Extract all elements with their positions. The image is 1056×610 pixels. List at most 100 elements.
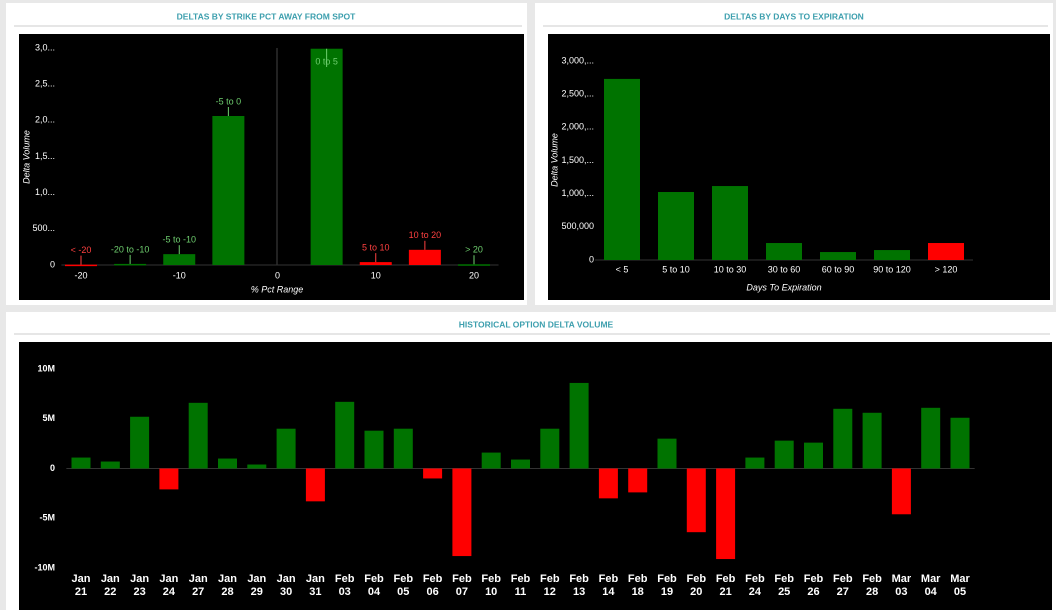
data-label: 10 to 20 [409, 230, 442, 240]
bar [247, 464, 267, 469]
x-tick-label: Feb 28 [862, 573, 882, 598]
x-tick-label: Feb 19 [657, 573, 677, 598]
bar [212, 115, 245, 265]
y-tick-label: 1,0... [35, 187, 55, 197]
data-label: 0 to 5 [315, 56, 338, 66]
x-tick-label: Feb 20 [686, 573, 707, 598]
data-label: 5 to 10 [362, 242, 390, 252]
bar [820, 252, 856, 260]
bar [862, 412, 882, 469]
bar [686, 468, 706, 533]
x-tick-label: Jan 23 [130, 573, 150, 598]
y-tick-label: 2,5... [35, 79, 55, 89]
x-tick-label: -20 [74, 270, 87, 280]
y-axis-title: Delta Volume [21, 130, 31, 184]
y-tick-label: 2,000,... [561, 122, 594, 132]
bar [921, 407, 941, 469]
y-tick-label: 2,0... [35, 115, 55, 125]
x-tick-label: Jan 29 [247, 573, 267, 598]
bar [359, 262, 392, 265]
x-tick-label: Jan 30 [276, 573, 296, 598]
chart-title: HISTORICAL OPTION DELTA VOLUME [459, 319, 614, 329]
bar [950, 417, 970, 469]
data-label: > 20 [465, 245, 483, 255]
bar [833, 408, 853, 469]
bar [310, 48, 343, 266]
bar [804, 442, 823, 469]
bar [65, 264, 97, 267]
x-tick-label: 5 to 10 [662, 264, 690, 274]
data-label: -5 to -10 [162, 235, 196, 245]
x-tick-label: Feb 06 [422, 573, 443, 598]
chart-title: DELTAS BY STRIKE PCT AWAY FROM SPOT [177, 11, 356, 21]
bar [598, 468, 618, 499]
x-tick-label: Mar 05 [950, 573, 970, 598]
y-tick-label: 1,000,... [561, 188, 594, 198]
x-tick-label: Feb 05 [393, 573, 414, 598]
bar [928, 243, 964, 260]
x-tick-label: -10 [173, 270, 186, 280]
x-tick-label: 20 [469, 270, 479, 280]
x-tick-label: > 120 [935, 264, 958, 274]
bar [766, 243, 802, 260]
y-tick-label: 3,0... [35, 42, 55, 52]
x-tick-label: Feb 27 [833, 573, 853, 598]
x-tick-label: Feb 25 [774, 573, 794, 598]
bar [159, 468, 179, 490]
x-tick-label: Feb 21 [715, 573, 736, 598]
bar [393, 428, 413, 469]
bar [569, 382, 589, 469]
y-axis-title: Delta Volume [549, 133, 559, 187]
y-tick-label: -5M [40, 513, 56, 523]
x-tick-label: Mar 04 [920, 573, 941, 598]
x-tick-label: 60 to 90 [822, 264, 855, 274]
bar [604, 78, 640, 260]
x-tick-label: Feb 03 [334, 573, 355, 598]
data-label: -20 to -10 [111, 244, 150, 254]
bar [452, 468, 472, 557]
bar [481, 452, 501, 469]
bar [628, 468, 648, 493]
bar [100, 461, 120, 469]
x-tick-label: Feb 14 [598, 573, 619, 598]
y-tick-label: 0 [50, 259, 55, 269]
bar [305, 468, 325, 502]
x-tick-label: Feb 10 [481, 573, 501, 598]
bar [874, 250, 910, 260]
data-label: -5 to 0 [216, 96, 242, 106]
bar [712, 186, 748, 260]
y-tick-label: 2,500,... [561, 89, 594, 99]
bar [71, 457, 91, 469]
y-tick-label: 5M [42, 413, 55, 423]
bar [218, 458, 237, 469]
plot-area [19, 342, 1052, 610]
x-tick-label: Feb 18 [627, 573, 648, 598]
x-tick-label: 10 to 30 [714, 264, 747, 274]
x-tick-label: 30 to 60 [768, 264, 801, 274]
x-tick-label: Jan 27 [188, 573, 208, 598]
bar [891, 468, 911, 515]
chart-title: DELTAS BY DAYS TO EXPIRATION [724, 11, 864, 21]
bar [458, 264, 490, 266]
bar [657, 438, 677, 469]
bar [716, 468, 736, 560]
x-tick-label: 90 to 120 [873, 264, 911, 274]
bar [408, 249, 441, 265]
bar [335, 401, 355, 469]
bar [745, 457, 765, 469]
x-tick-label: Jan 28 [218, 573, 237, 598]
y-tick-label: 1,5... [35, 151, 55, 161]
bar [658, 192, 694, 260]
x-axis-title: Days To Expiration [746, 282, 821, 292]
x-tick-label: Feb 26 [803, 573, 824, 598]
x-tick-label: Jan 22 [100, 573, 120, 598]
bar [114, 263, 147, 266]
bar [188, 402, 208, 469]
y-tick-label: 1,500,... [561, 155, 594, 165]
bar [511, 459, 530, 469]
x-tick-label: Jan 21 [71, 573, 91, 598]
x-tick-label: Feb 11 [510, 573, 531, 598]
bar [276, 428, 296, 469]
